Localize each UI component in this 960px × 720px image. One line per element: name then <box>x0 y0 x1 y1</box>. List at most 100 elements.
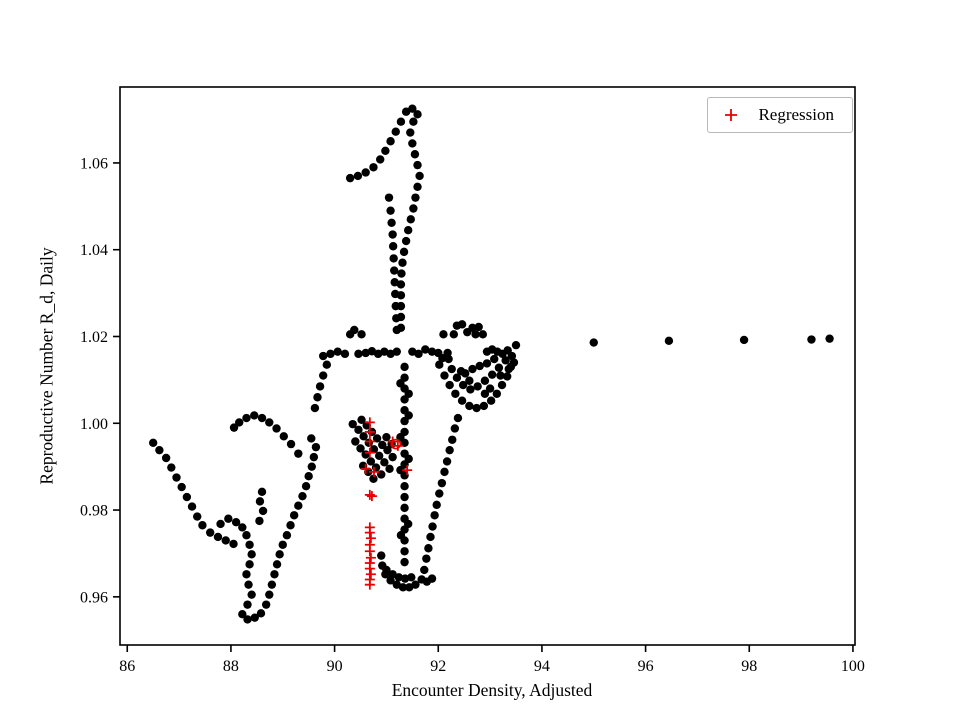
data-point <box>294 501 303 510</box>
data-point <box>427 574 437 583</box>
data-point <box>298 491 307 501</box>
data-point <box>267 580 277 589</box>
data-point <box>413 182 422 191</box>
data-point <box>382 432 391 442</box>
data-point <box>351 437 360 446</box>
x-tick-label: 92 <box>430 658 446 675</box>
data-point <box>369 163 378 172</box>
regression-marker <box>365 552 376 563</box>
data-point <box>353 171 363 181</box>
data-point <box>413 160 422 170</box>
data-point <box>384 193 394 202</box>
data-point <box>256 609 266 618</box>
regression-marker <box>364 426 375 437</box>
data-point <box>257 487 267 497</box>
data-point <box>504 364 513 374</box>
data-point <box>396 531 406 540</box>
data-point <box>474 322 483 332</box>
data-point <box>340 349 350 359</box>
data-point <box>229 539 238 549</box>
x-tick-label: 100 <box>841 658 865 675</box>
data-point <box>377 470 386 479</box>
data-point <box>224 514 233 523</box>
data-point <box>167 463 176 472</box>
data-point <box>242 413 251 423</box>
data-point <box>245 560 254 569</box>
data-point <box>397 269 406 278</box>
data-point <box>400 481 409 491</box>
y-tick-label: 1.00 <box>80 416 108 433</box>
y-tick-label: 1.04 <box>80 242 108 259</box>
data-point <box>378 440 387 450</box>
data-point <box>413 110 422 119</box>
data-point <box>396 432 405 442</box>
data-point <box>421 345 430 354</box>
data-point <box>448 435 457 444</box>
y-tick-label: 1.02 <box>80 329 108 346</box>
data-point <box>487 370 497 379</box>
data-point <box>424 544 433 553</box>
data-point <box>333 347 342 356</box>
data-point <box>400 503 409 513</box>
data-point <box>497 380 507 390</box>
data-point <box>411 193 420 202</box>
data-point <box>361 168 370 177</box>
data-point <box>457 396 467 405</box>
data-point <box>422 554 431 563</box>
data-point <box>444 354 453 364</box>
data-point <box>357 415 366 425</box>
data-point <box>310 403 320 413</box>
data-point <box>374 451 384 461</box>
data-point <box>289 511 299 520</box>
data-point <box>825 334 834 343</box>
data-point <box>301 481 311 491</box>
data-point <box>388 570 397 579</box>
data-point <box>480 376 490 385</box>
data-point <box>255 497 265 506</box>
data-point <box>458 380 468 390</box>
data-point <box>400 492 409 502</box>
data-point <box>511 340 521 350</box>
data-point <box>294 449 303 458</box>
data-point <box>386 137 395 146</box>
data-point <box>187 502 197 511</box>
data-point <box>408 104 417 113</box>
data-point <box>392 325 401 335</box>
data-point <box>238 523 247 532</box>
data-point <box>255 516 264 526</box>
data-point <box>452 373 462 382</box>
y-tick-label: 0.98 <box>80 503 108 520</box>
data-point <box>250 613 259 622</box>
data-point <box>465 401 474 411</box>
regression-marker <box>365 533 376 544</box>
data-point <box>490 354 499 364</box>
data-point <box>177 482 186 492</box>
regression-marker <box>366 491 377 502</box>
data-point <box>198 521 207 530</box>
data-point <box>396 117 406 126</box>
data-point <box>432 500 441 510</box>
data-point <box>354 425 363 434</box>
data-point <box>286 521 295 530</box>
data-point <box>426 532 435 542</box>
data-point <box>451 389 460 398</box>
data-point <box>472 403 481 413</box>
data-point <box>364 438 374 448</box>
data-point <box>362 421 371 430</box>
data-point <box>247 590 256 599</box>
data-point <box>270 570 279 579</box>
data-point <box>313 393 322 402</box>
data-point <box>205 528 215 537</box>
data-point <box>589 338 598 347</box>
data-point <box>326 349 335 359</box>
data-point <box>231 518 241 527</box>
data-point <box>442 457 452 466</box>
regression-marker <box>402 465 413 476</box>
data-point <box>265 418 274 427</box>
data-point <box>475 361 484 371</box>
x-tick-label: 90 <box>327 658 343 675</box>
data-point <box>385 464 394 474</box>
data-point <box>247 550 256 559</box>
data-point <box>400 547 409 556</box>
